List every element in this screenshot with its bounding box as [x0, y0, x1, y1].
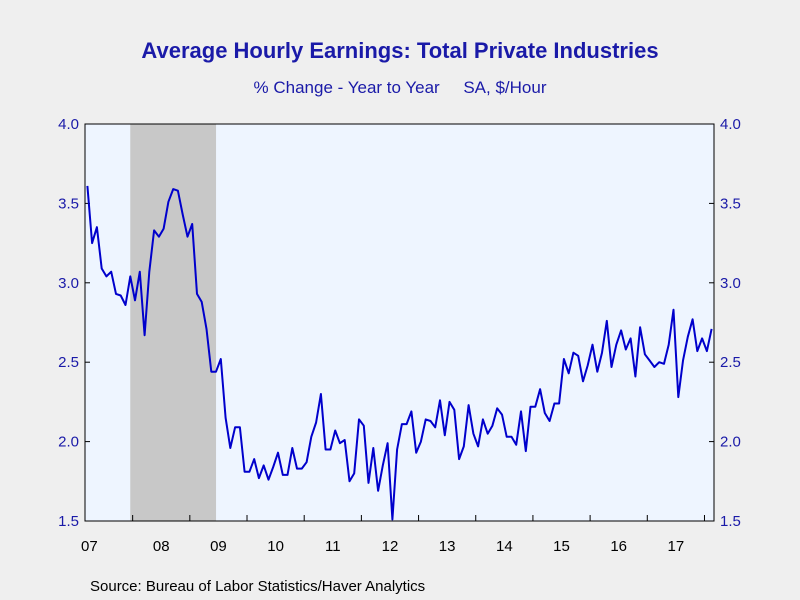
y-tick-label-right: 3.5	[720, 195, 741, 212]
series-line	[86, 185, 713, 521]
y-tick-label-right: 1.5	[720, 513, 741, 530]
y-tick-label-left: 4.0	[58, 116, 79, 133]
x-tick-label: 08	[153, 538, 170, 555]
x-tick-label: 15	[553, 538, 570, 555]
x-tick-label: 07	[81, 538, 98, 555]
x-tick-label: 12	[382, 538, 399, 555]
x-tick-label: 16	[610, 538, 627, 555]
x-tick-label: 09	[210, 538, 227, 555]
source-note: Source: Bureau of Labor Statistics/Haver…	[90, 578, 426, 595]
y-tick-label-left: 2.0	[58, 434, 79, 451]
plot-frame	[84, 123, 715, 522]
y-tick-label-left: 3.0	[58, 275, 79, 292]
y-tick-label-right: 2.5	[720, 354, 741, 371]
x-tick-label: 10	[267, 538, 284, 555]
x-tick-label: 17	[668, 538, 685, 555]
x-tick-label: 13	[439, 538, 456, 555]
chart-subtitle: % Change - Year to Year SA, $/Hour	[253, 78, 547, 97]
y-tick-label-left: 3.5	[58, 195, 79, 212]
x-tick-label: 14	[496, 538, 513, 555]
y-tick-label-left: 2.5	[58, 354, 79, 371]
y-tick-label-right: 4.0	[720, 116, 741, 133]
y-tick-label-left: 1.5	[58, 513, 79, 530]
chart-title: Average Hourly Earnings: Total Private I…	[141, 38, 659, 63]
y-tick-label-right: 3.0	[720, 275, 741, 292]
x-tick-label: 11	[325, 538, 341, 555]
y-tick-label-right: 2.0	[720, 434, 741, 451]
